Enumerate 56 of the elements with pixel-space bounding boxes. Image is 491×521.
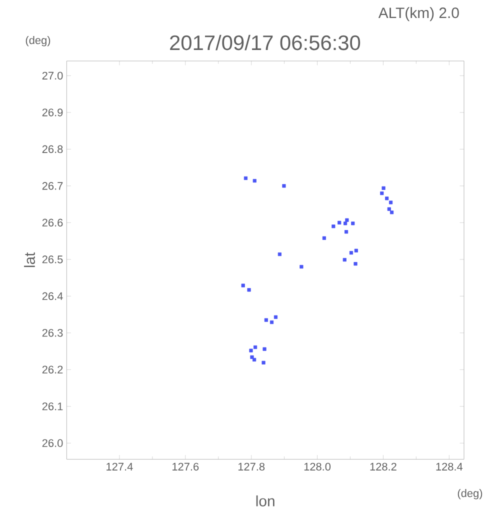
x-tick-label: 128.0: [304, 462, 331, 471]
y-tick-label: 26.5: [42, 256, 63, 264]
y-tick-label: 26.2: [42, 366, 63, 374]
point: [345, 218, 349, 222]
point: [351, 222, 355, 226]
y-tick-label: 26.6: [42, 218, 63, 227]
point: [380, 191, 384, 196]
point: [332, 224, 336, 228]
point: [322, 236, 326, 240]
x-tick-label: 127.4: [106, 462, 133, 470]
point: [390, 210, 394, 214]
x-tick-label: 127.8: [238, 462, 265, 471]
point: [274, 315, 278, 319]
point: [385, 196, 389, 200]
point: [354, 248, 358, 252]
y-tick-label: 26.3: [42, 329, 63, 337]
point: [300, 264, 304, 269]
text: ALT(km) 2.0: [378, 7, 459, 22]
point: [250, 355, 254, 359]
y-tick-label: 26.9: [42, 108, 63, 116]
point: [270, 320, 274, 324]
point: [338, 220, 342, 224]
text: (deg): [458, 489, 482, 500]
x-axis-title: lon: [256, 495, 274, 506]
point: [249, 348, 253, 352]
point: [241, 284, 245, 288]
chart-title: 2017/09/17 06:56:30: [170, 34, 360, 50]
point: [262, 347, 266, 351]
point: [389, 200, 393, 204]
y-tick-label: 26.8: [42, 145, 63, 154]
x-tick-label: 128.4: [436, 462, 463, 471]
x-tick-label: 128.2: [370, 462, 396, 471]
text: (deg): [26, 36, 50, 46]
point: [354, 262, 358, 266]
x-tick-label: 127.6: [172, 462, 199, 471]
point: [344, 230, 348, 234]
y-tick-label: 26.1: [42, 402, 63, 410]
y-tick-label: 26.0: [42, 439, 63, 448]
y-tick-label: 27.0: [42, 72, 63, 80]
y-tick-label: 26.4: [42, 292, 63, 300]
point: [254, 345, 258, 350]
point: [252, 178, 256, 183]
point: [387, 207, 391, 211]
point: [278, 252, 282, 256]
point: [349, 251, 354, 255]
point: [252, 358, 256, 362]
point: [342, 258, 346, 262]
y-axis-title: lat: [24, 252, 36, 268]
point: [262, 360, 266, 364]
point: [344, 222, 348, 226]
point: [282, 184, 286, 188]
point: [244, 176, 248, 180]
y-tick-label: 26.7: [42, 182, 63, 190]
point: [247, 288, 251, 292]
point: [382, 186, 386, 190]
point: [264, 318, 268, 322]
